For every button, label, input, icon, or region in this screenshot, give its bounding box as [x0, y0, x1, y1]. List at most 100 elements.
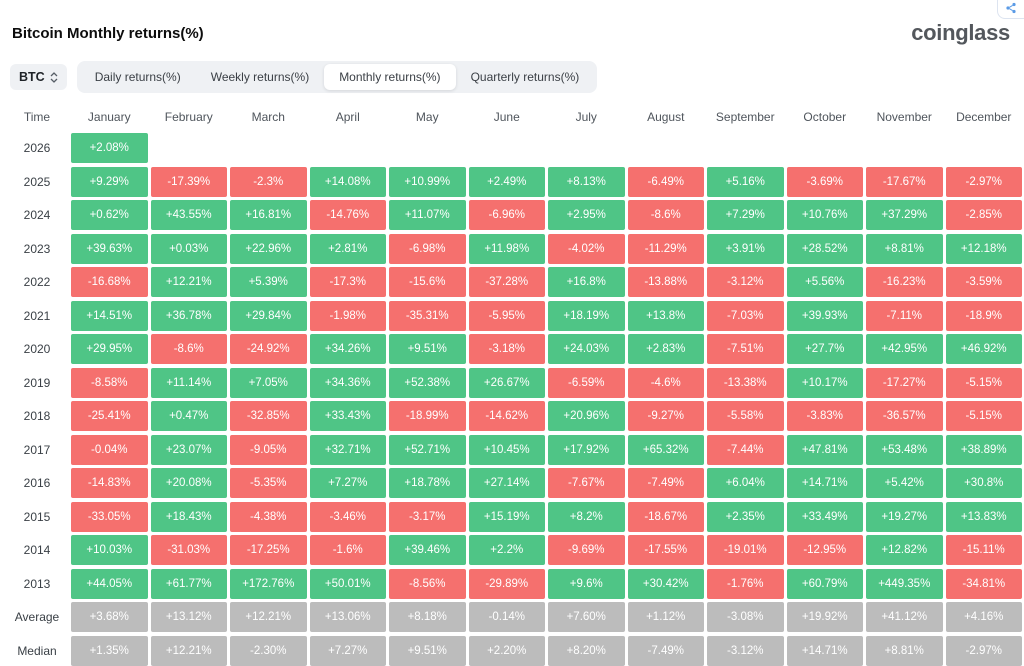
table-row: 2018 -25.41% +0.47% -32.85% +33.43% -18.99% -1…	[6, 401, 1022, 431]
return-cell: +8.81%	[866, 233, 943, 264]
tab-monthly-returns[interactable]: Monthly returns(%)	[324, 64, 456, 90]
return-cell: +19.27%	[866, 501, 943, 532]
tab-quarterly-returns[interactable]: Quarterly returns(%)	[470, 70, 580, 84]
symbol-select[interactable]: BTC	[10, 64, 67, 90]
month-column-header: March	[251, 110, 285, 124]
empty-cell	[707, 133, 784, 163]
month-column-header: November	[876, 110, 932, 124]
return-cell: -3.46%	[309, 501, 386, 532]
returns-table: Time January February March April May June July…	[6, 106, 1022, 666]
share-button[interactable]	[997, 0, 1024, 19]
return-cell: +12.21%	[150, 267, 227, 297]
return-cell: -32.85%	[230, 401, 307, 431]
return-cell: -2.30%	[230, 635, 307, 666]
return-cell: +2.83%	[627, 334, 704, 364]
table-row: 2014 +10.03% -31.03% -17.25% -1.6% +39.46% +2.…	[6, 535, 1022, 565]
return-cell: -36.57%	[866, 401, 943, 431]
tab-daily-returns[interactable]: Daily returns(%)	[94, 70, 181, 84]
return-cell: +18.43%	[150, 501, 227, 532]
return-cell: +12.18%	[945, 233, 1022, 264]
return-cell: -18.67%	[627, 501, 704, 532]
month-column-header: September	[715, 110, 775, 124]
return-cell: +8.81%	[866, 635, 943, 666]
return-cell: +1.35%	[71, 635, 148, 666]
return-cell: +53.48%	[866, 434, 943, 465]
row-label: Average	[14, 610, 60, 624]
table-row: 2019 -8.58% +11.14% +7.05% +34.36% +52.38% +26…	[6, 367, 1022, 398]
return-cell: +9.51%	[389, 635, 466, 666]
return-cell: +12.21%	[230, 602, 307, 632]
return-cell: +33.43%	[309, 401, 386, 431]
table-row: 2024 +0.62% +43.55% +16.81% -14.76% +11.07% -6…	[6, 200, 1022, 230]
empty-cell	[151, 133, 228, 163]
table-row: 2016 -14.83% +20.08% -5.35% +7.27% +18.78% +27…	[6, 468, 1022, 498]
return-cell: -35.31%	[389, 300, 466, 331]
return-cell: -18.9%	[945, 300, 1022, 331]
coinglass-logo[interactable]: coinglass	[911, 20, 1010, 45]
empty-cell	[548, 133, 625, 163]
return-cell: +10.45%	[468, 434, 545, 465]
tab-weekly-returns[interactable]: Weekly returns(%)	[210, 70, 310, 84]
empty-cell	[946, 133, 1023, 163]
return-cell: -3.12%	[707, 635, 784, 666]
return-cell: -17.67%	[866, 166, 943, 197]
row-label: 2014	[23, 543, 51, 557]
return-cell: -8.58%	[71, 367, 148, 398]
return-cell: +36.78%	[150, 300, 227, 331]
return-cell: -9.27%	[627, 401, 704, 431]
month-column-header: April	[335, 110, 360, 124]
return-cell: +33.49%	[786, 501, 863, 532]
return-cell: -15.11%	[945, 535, 1022, 565]
return-cell: +44.05%	[71, 568, 148, 599]
return-cell: -17.27%	[866, 367, 943, 398]
return-cell: +27.7%	[786, 334, 863, 364]
row-label: 2018	[23, 409, 51, 423]
return-cell: +5.16%	[707, 166, 784, 197]
return-cell: +37.29%	[866, 200, 943, 230]
return-cell: +32.71%	[309, 434, 386, 465]
return-cell: +39.63%	[71, 233, 148, 264]
return-cell: +2.35%	[707, 501, 784, 532]
return-cell: -33.05%	[71, 501, 148, 532]
return-cell: +30.8%	[945, 468, 1022, 498]
return-cell: -0.04%	[71, 434, 148, 465]
return-cell: +16.81%	[230, 200, 307, 230]
return-cell: -31.03%	[150, 535, 227, 565]
return-cell: +47.81%	[786, 434, 863, 465]
return-cell: -1.76%	[707, 568, 784, 599]
return-cell: +27.14%	[468, 468, 545, 498]
return-cell: -3.18%	[468, 334, 545, 364]
return-cell: +61.77%	[150, 568, 227, 599]
return-cell: -7.67%	[548, 468, 625, 498]
return-cell: +9.51%	[389, 334, 466, 364]
return-cell: +12.82%	[866, 535, 943, 565]
return-cell: +30.42%	[627, 568, 704, 599]
table-row: 2020 +29.95% -8.6% -24.92% +34.26% +9.51% -3.1…	[6, 334, 1022, 364]
symbol-select-value: BTC	[19, 70, 45, 84]
return-cell: +43.55%	[150, 200, 227, 230]
return-cell: +50.01%	[309, 568, 386, 599]
return-cell: +22.96%	[230, 233, 307, 264]
return-cell: +449.35%	[866, 568, 943, 599]
row-label: 2023	[23, 241, 51, 256]
empty-cell	[230, 133, 307, 163]
return-cell: -9.69%	[548, 535, 625, 565]
return-cell: -8.56%	[389, 568, 466, 599]
return-cell: -5.35%	[230, 468, 307, 498]
return-cell: -4.02%	[548, 233, 625, 264]
return-cell: +18.19%	[548, 300, 625, 331]
table-header-row: Time January February March April May June July…	[6, 106, 1022, 126]
empty-cell	[389, 133, 466, 163]
return-cell: -25.41%	[71, 401, 148, 431]
row-label: 2020	[23, 342, 51, 356]
return-cell: -6.98%	[389, 233, 466, 264]
return-cell: -13.88%	[627, 267, 704, 297]
return-cell: +3.68%	[71, 602, 148, 632]
row-label: 2019	[23, 375, 51, 390]
empty-cell	[628, 133, 705, 163]
table-row: 2022 -16.68% +12.21% +5.39% -17.3% -15.6% -37.…	[6, 267, 1022, 297]
return-cell: +7.27%	[309, 635, 386, 666]
return-cell: -2.97%	[945, 166, 1022, 197]
return-cell: +52.71%	[389, 434, 466, 465]
return-cell: -3.17%	[389, 501, 466, 532]
